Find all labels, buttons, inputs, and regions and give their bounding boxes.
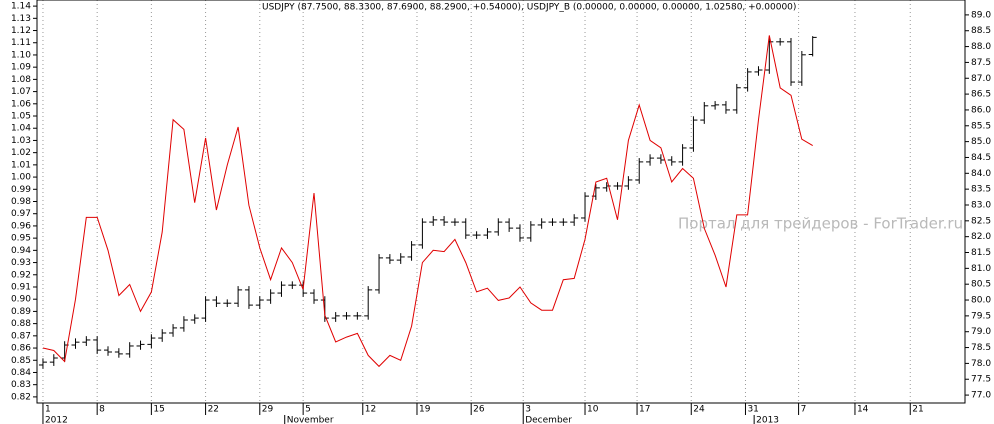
y2-tick-label: 82.0 [971, 232, 991, 242]
y-tick-label: 1.01 [11, 160, 31, 170]
x-period-label: 2012 [45, 416, 68, 424]
y2-tick-label: 80.0 [971, 296, 991, 306]
chart-title: USDJPY (87.7500, 88.3300, 87.6900, 88.29… [262, 3, 796, 13]
y-tick-label: 0.84 [11, 368, 31, 378]
y2-tick-label: 86.5 [971, 90, 991, 100]
x-tick-label: 12 [365, 405, 376, 415]
y-tick-label: 1.00 [11, 173, 31, 183]
y2-tick-label: 85.5 [971, 121, 991, 131]
y2-tick-label: 81.5 [971, 248, 991, 258]
y2-tick-label: 79.0 [971, 327, 991, 337]
y-tick-label: 0.92 [11, 270, 31, 280]
y2-tick-label: 88.5 [971, 26, 991, 36]
y-tick-label: 1.02 [11, 148, 31, 158]
plot-frame [36, 0, 966, 404]
y-tick-label: 0.98 [11, 197, 31, 207]
x-period-label: 2013 [756, 416, 779, 424]
y-tick-label: 0.90 [11, 295, 31, 305]
y2-tick-label: 86.0 [971, 105, 991, 115]
y-tick-label: 0.86 [11, 344, 31, 354]
y-tick-label: 1.14 [11, 2, 31, 12]
y2-tick-label: 88.0 [971, 42, 991, 52]
y-tick-label: 0.85 [11, 356, 31, 366]
y2-tick-label: 77.0 [971, 391, 991, 401]
x-tick-label: 24 [693, 405, 705, 415]
y2-tick-label: 84.5 [971, 153, 991, 163]
y-tick-label: 0.83 [11, 380, 31, 390]
x-tick-label: 10 [587, 405, 599, 415]
line-series [42, 35, 813, 368]
y2-tick-label: 83.0 [971, 200, 991, 210]
y-tick-label: 1.08 [11, 75, 31, 85]
y-tick-label: 0.89 [11, 307, 31, 317]
y2-tick-label: 80.5 [971, 280, 991, 290]
x-tick-label: 5 [305, 405, 311, 415]
y2-tick-label: 87.0 [971, 74, 991, 84]
y-tick-label: 0.99 [11, 185, 31, 195]
y-tick-label: 1.07 [11, 87, 31, 97]
y-tick-label: 1.06 [11, 99, 31, 109]
y-tick-label: 0.82 [11, 392, 31, 402]
x-period-label: November [287, 416, 334, 424]
y2-tick-label: 78.5 [971, 343, 991, 353]
y2-tick-label: 79.5 [971, 311, 991, 321]
y-tick-label: 1.12 [11, 26, 31, 36]
x-tick-label: 15 [153, 405, 164, 415]
x-tick-label: 8 [99, 405, 105, 415]
y-tick-label: 0.94 [11, 246, 31, 256]
y2-tick-label: 87.5 [971, 58, 991, 68]
y2-tick-label: 84.0 [971, 169, 991, 179]
y-tick-label: 1.03 [11, 136, 31, 146]
y-tick-label: 0.87 [11, 331, 31, 341]
y2-tick-label: 82.5 [971, 216, 991, 226]
y-tick-label: 0.93 [11, 258, 31, 268]
x-tick-label: 31 [747, 405, 758, 415]
y2-tick-label: 83.5 [971, 185, 991, 195]
y-tick-label: 0.95 [11, 234, 31, 244]
x-tick-label: 19 [419, 405, 431, 415]
y-tick-label: 1.11 [11, 38, 31, 48]
y2-tick-label: 77.5 [971, 375, 991, 385]
watermark: Портал для трейдеров - ForTrader.ru [678, 215, 963, 233]
x-tick-label: 22 [208, 405, 219, 415]
y-tick-label: 0.97 [11, 209, 31, 219]
y-tick-label: 0.91 [11, 282, 31, 292]
x-tick-label: 1 [45, 405, 51, 415]
y-tick-label: 0.96 [11, 221, 31, 231]
y-tick-label: 1.10 [11, 50, 31, 60]
y-tick-label: 1.05 [11, 112, 31, 122]
y-tick-label: 1.13 [11, 14, 31, 24]
x-tick-label: 29 [262, 405, 274, 415]
x-tick-label: 21 [912, 405, 923, 415]
y2-tick-label: 78.0 [971, 359, 991, 369]
y-tick-label: 0.88 [11, 319, 31, 329]
x-tick-label: 17 [639, 405, 650, 415]
y-tick-label: 1.04 [11, 124, 31, 134]
x-period-label: December [525, 416, 572, 424]
y-tick-label: 1.09 [11, 63, 31, 73]
y2-tick-label: 81.0 [971, 264, 991, 274]
y2-tick-label: 89.0 [971, 10, 991, 20]
x-tick-label: 14 [857, 405, 869, 415]
y2-tick-label: 85.0 [971, 137, 991, 147]
x-tick-label: 3 [525, 405, 531, 415]
x-tick-label: 26 [473, 405, 485, 415]
x-tick-label: 7 [801, 405, 807, 415]
